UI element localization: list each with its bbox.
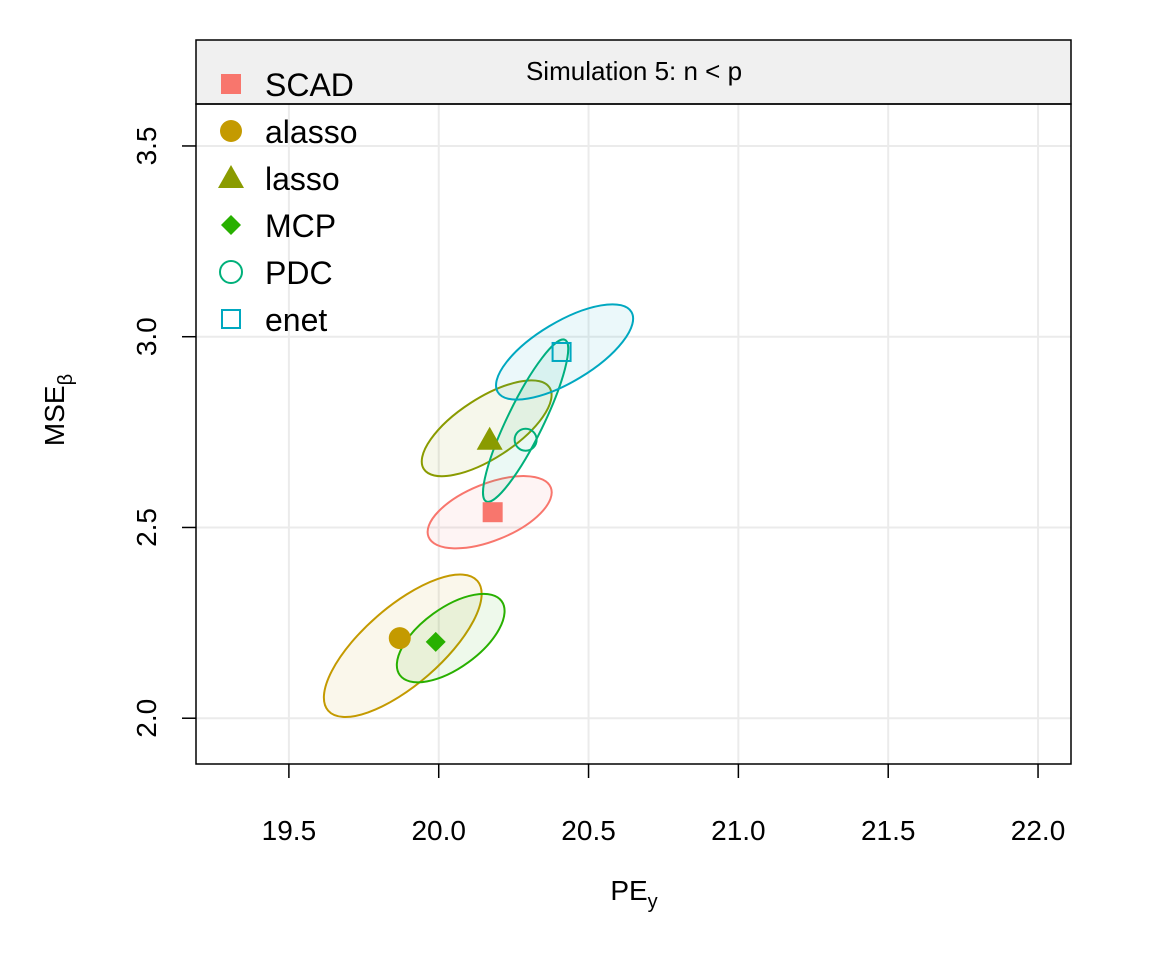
data-points	[388, 341, 572, 652]
x-axis-title: PEy	[610, 875, 657, 913]
point-scad	[482, 502, 503, 523]
legend-item-enet: enet	[221, 302, 327, 338]
x-axis-title-main: PE	[610, 875, 647, 906]
legend-marker-pdc	[219, 260, 243, 284]
gridlines	[196, 104, 1071, 764]
legend-label: SCAD	[265, 67, 354, 103]
ellipse-mcp	[395, 592, 506, 684]
ellipse-enet	[495, 303, 635, 401]
legend-item-pdc: PDC	[219, 255, 333, 291]
legend-label: lasso	[265, 161, 340, 197]
axes: 19.5 20.0 20.5 21.0 21.5 22.0 2.0 2.5 3.0 3.5	[131, 126, 1065, 846]
legend-label: MCP	[265, 208, 336, 244]
y-axis-title: MSEβ	[39, 374, 77, 446]
x-tick-label: 21.5	[861, 815, 916, 846]
legend-item-mcp: MCP	[221, 208, 336, 244]
ellipse-pdc	[482, 338, 570, 503]
legend: SCAD alasso lasso MCP PDC enet	[218, 67, 358, 338]
legend-marker-alasso	[220, 120, 242, 142]
legend-item-alasso: alasso	[220, 114, 358, 150]
point-lasso	[476, 426, 503, 450]
y-tick-label: 2.5	[131, 508, 162, 547]
legend-marker-scad	[221, 74, 241, 94]
legend-label: PDC	[265, 255, 333, 291]
legend-marker-mcp	[221, 215, 241, 235]
legend-item-lasso: lasso	[218, 161, 340, 197]
confidence-ellipses	[322, 303, 635, 718]
y-axis-title-sub: β	[55, 374, 77, 386]
point-mcp	[425, 631, 446, 652]
point-alasso	[388, 627, 411, 650]
legend-label: enet	[265, 302, 327, 338]
legend-marker-lasso	[218, 165, 244, 188]
chart-title: Simulation 5: n < p	[526, 56, 742, 86]
legend-item-scad: SCAD	[221, 67, 354, 103]
x-tick-label: 22.0	[1011, 815, 1066, 846]
legend-marker-enet	[221, 309, 241, 329]
y-tick-label: 3.0	[131, 317, 162, 356]
point-enet	[551, 341, 572, 362]
x-tick-label: 20.0	[411, 815, 466, 846]
x-axis-title-sub: y	[648, 891, 658, 913]
legend-label: alasso	[265, 114, 358, 150]
plot-border	[195, 103, 1072, 765]
y-tick-label: 2.0	[131, 699, 162, 738]
ellipse-lasso	[420, 379, 553, 478]
x-tick-label: 20.5	[561, 815, 616, 846]
y-tick-label: 3.5	[131, 126, 162, 165]
point-pdc	[513, 427, 538, 452]
x-tick-label: 21.0	[711, 815, 766, 846]
x-tick-label: 19.5	[262, 815, 317, 846]
y-axis-title-main: MSE	[39, 385, 70, 446]
